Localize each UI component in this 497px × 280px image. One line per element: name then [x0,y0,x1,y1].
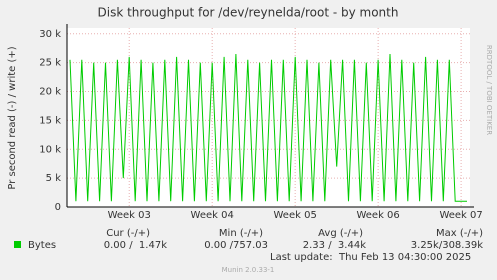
y-tick-label: 25 k [39,58,61,69]
y-tick-label: 30 k [39,29,61,40]
y-tick-label: 10 k [39,144,61,155]
y-tick-label: 20 k [39,87,61,98]
legend-header: Cur (-/+) [106,228,150,239]
last-update: Last update: Thu Feb 13 04:30:00 2025 [270,252,471,263]
x-tick-label: Week 03 [108,210,151,221]
legend-value: 0.00 /757.03 [204,240,268,251]
legend-header: Min (-/+) [219,228,263,239]
chart-title: Disk throughput for /dev/reynelda/root -… [98,6,399,20]
x-tick-label: Week 05 [274,210,317,221]
y-axis-label: Pr second read (-) / write (+) [7,46,18,189]
x-tick-label: Week 06 [356,210,399,221]
series-line [69,53,467,202]
footer: Munin 2.0.33-1 [222,266,275,274]
watermark: RRDTOOL / TOBI OETIKER [485,45,493,135]
legend-value: 0.00 / 1.47k [104,240,167,251]
y-tick-label: 5 k [46,173,62,184]
y-tick-label: 0 [55,202,61,213]
plot-area [67,28,470,207]
legend-value: 2.33 / 3.44k [303,240,366,251]
x-tick-label: Week 04 [191,210,234,221]
x-tick-label: Week 07 [439,210,482,221]
legend-label: Bytes [28,240,56,251]
legend-header: Avg (-/+) [318,228,363,239]
legend-header: Max (-/+) [436,228,483,239]
y-tick-label: 15 k [39,115,61,126]
legend-value: 3.25k/308.39k [411,240,483,251]
legend-swatch [14,241,21,248]
